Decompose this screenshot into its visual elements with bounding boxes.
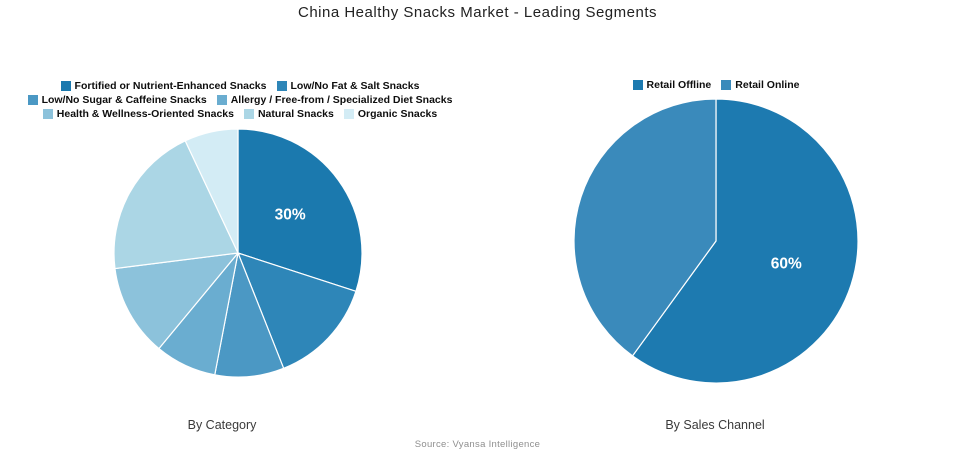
pie-slice [113, 140, 239, 270]
pie-slice [184, 128, 239, 254]
legend-label: Natural Snacks [257, 108, 334, 120]
pie-slice-label: 30% [275, 207, 306, 224]
legend-item: Low/No Sugar & Caffeine Snacks [27, 94, 207, 106]
category-pie: 30% [113, 128, 363, 378]
legend-label: Retail Online [735, 79, 800, 91]
legend-swatch-icon [721, 80, 732, 90]
legend-swatch-icon [243, 109, 254, 119]
legend-swatch-icon [42, 109, 53, 119]
legend-item: Allergy / Free-from / Specialized Diet S… [216, 94, 453, 106]
legend-label: Low/No Fat & Salt Snacks [290, 80, 420, 92]
legend-label: Retail Offline [646, 79, 712, 91]
legend-item: Fortified or Nutrient-Enhanced Snacks [60, 80, 267, 92]
legend-row: Retail Offline Retail Online [632, 78, 799, 92]
legend-swatch-icon [216, 95, 227, 105]
pie-slice [573, 98, 717, 357]
legend-swatch-icon [276, 81, 287, 91]
sales-channel-pie: 60% [573, 98, 859, 384]
legend-label: Low/No Sugar & Caffeine Snacks [41, 94, 207, 106]
pie-slice [237, 128, 363, 292]
legend-label: Allergy / Free-from / Specialized Diet S… [230, 94, 453, 106]
legend-item: Retail Online [721, 79, 799, 91]
legend-swatch-icon [27, 95, 38, 105]
legend-swatch-icon [60, 81, 71, 91]
legend-item: Health & Wellness-Oriented Snacks [42, 108, 234, 120]
pie-slice-label: 60% [771, 255, 802, 272]
legend-item: Organic Snacks [343, 108, 438, 120]
legend-row: Health & Wellness-Oriented Snacks Natural… [42, 107, 438, 121]
pie-slice [631, 98, 859, 384]
legend-item: Natural Snacks [243, 108, 334, 120]
legend-swatch-icon [632, 80, 643, 90]
source-note: Source: Vyansa Intelligence [414, 439, 541, 450]
legend-swatch-icon [343, 109, 354, 119]
legend-row: Low/No Sugar & Caffeine Snacks Allergy / … [27, 93, 453, 107]
legend-label: Health & Wellness-Oriented Snacks [56, 108, 234, 120]
pie-slice [114, 252, 239, 350]
legend-item: Retail Offline [632, 79, 712, 91]
sales-channel-axis-title: By Sales Channel [665, 418, 765, 432]
legend-label: Organic Snacks [357, 108, 438, 120]
category-axis-title: By Category [187, 418, 257, 432]
legend-row: Fortified or Nutrient-Enhanced Snacks Low… [60, 79, 420, 93]
category-legend: Fortified or Nutrient-Enhanced Snacks Low… [8, 79, 472, 121]
sales-channel-legend: Retail Offline Retail Online [566, 78, 866, 92]
pie-slice [237, 252, 357, 369]
legend-label: Fortified or Nutrient-Enhanced Snacks [74, 80, 267, 92]
figure-title: China Healthy Snacks Market - Leading Se… [297, 4, 657, 21]
legend-item: Low/No Fat & Salt Snacks [276, 80, 420, 92]
